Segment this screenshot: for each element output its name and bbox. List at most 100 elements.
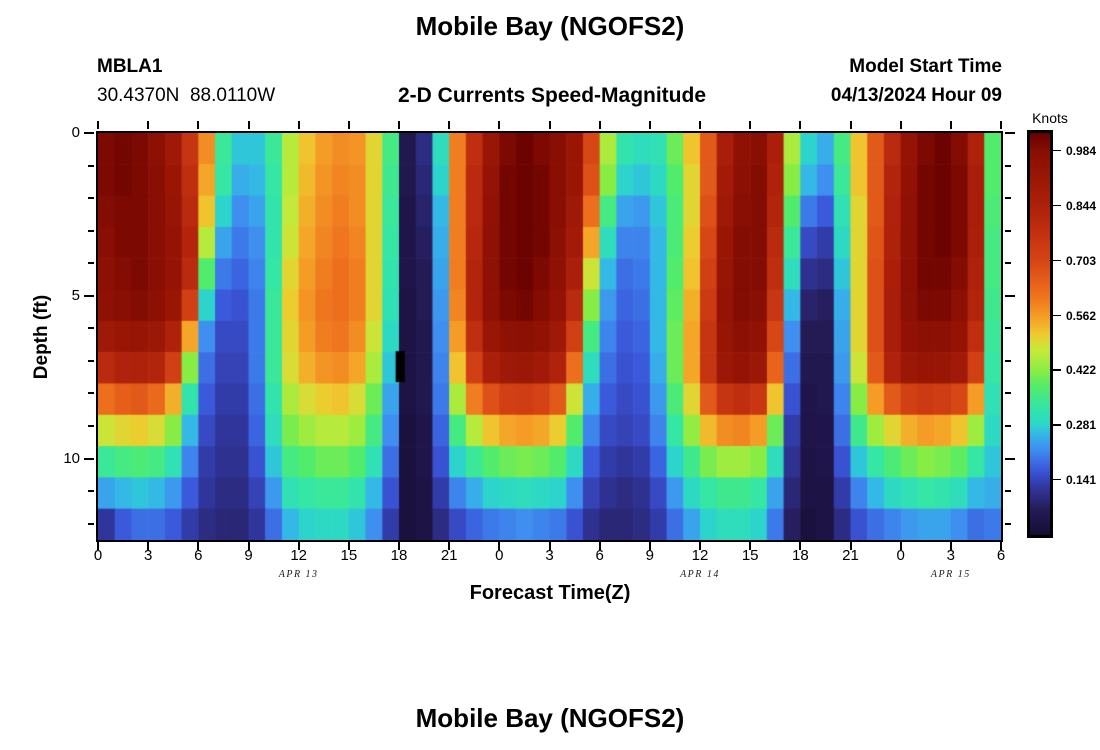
x-axis-tick	[1000, 542, 1002, 550]
y-axis-minor-tick	[88, 392, 94, 395]
x-tick-label: 9	[645, 547, 654, 564]
x-axis-tick-top	[247, 121, 250, 129]
colorbar-tick-stub	[1053, 149, 1061, 152]
y-axis-minor-tick	[88, 229, 94, 232]
x-tick-label: 6	[595, 547, 604, 564]
colorbar-tick-label: 0.984	[1066, 143, 1097, 158]
y-axis-major-tick	[84, 294, 94, 297]
model-start-time-label: Model Start Time	[849, 56, 1002, 77]
x-tick-label: 6	[996, 547, 1006, 564]
x-axis-title: Forecast Time(Z)	[469, 582, 631, 604]
x-axis-tick-top	[347, 121, 350, 129]
x-axis-tick-top	[398, 121, 400, 129]
x-axis-date-label: APR 13	[278, 569, 319, 580]
next-panel-title: Mobile Bay (NGOFS2)	[415, 703, 685, 733]
x-tick-label: 18	[390, 547, 408, 564]
x-axis-tick	[598, 542, 601, 550]
x-axis-tick-top	[799, 121, 802, 129]
x-axis-tick-top	[949, 121, 952, 129]
x-axis-tick-top	[97, 121, 99, 129]
x-tick-label: 12	[290, 547, 307, 564]
x-axis-tick-top	[699, 121, 701, 129]
x-axis-tick	[949, 542, 952, 550]
colorbar	[1027, 130, 1053, 538]
x-axis-tick	[297, 542, 300, 550]
x-axis-tick	[899, 542, 902, 550]
x-axis-tick-top	[1000, 121, 1002, 129]
y-axis-minor-tick	[88, 327, 94, 330]
colorbar-tick-label: 0.422	[1066, 363, 1097, 378]
x-axis-tick	[147, 542, 150, 550]
x-axis-tick	[347, 542, 350, 550]
y-axis-major-tick-right	[1005, 457, 1015, 460]
x-axis-tick	[849, 542, 852, 550]
model-start-time-value: 04/13/2024 Hour 09	[830, 85, 1002, 106]
x-tick-label: 21	[842, 547, 859, 564]
colorbar-tick-label: 0.562	[1066, 308, 1097, 323]
x-axis-tick-top	[448, 121, 451, 129]
station-coordinates: 30.4370N 88.0110W	[97, 85, 276, 106]
colorbar-tick-stub	[1053, 478, 1061, 481]
x-tick-label: 21	[440, 547, 458, 564]
y-axis-major-tick-right	[1005, 294, 1015, 297]
x-tick-label: 6	[194, 547, 203, 564]
x-axis-tick-top	[548, 121, 551, 129]
heatmap-canvas	[98, 133, 1001, 540]
heatmap-plot-area	[96, 131, 1003, 542]
x-axis-tick-top	[147, 121, 150, 129]
x-axis-date-label: APR 14	[680, 569, 720, 580]
y-axis-minor-tick-right	[1005, 262, 1011, 265]
y-axis-minor-tick-right	[1005, 425, 1011, 428]
y-axis-minor-tick	[88, 197, 94, 200]
x-tick-label: 3	[143, 547, 153, 564]
x-axis-tick	[498, 542, 501, 550]
x-axis-tick	[97, 542, 99, 550]
colorbar-tick-label: 0.703	[1066, 253, 1097, 268]
y-axis-minor-tick-right	[1005, 164, 1011, 167]
x-axis-tick-top	[498, 121, 501, 129]
x-tick-label: 3	[946, 547, 955, 564]
x-axis-date-label: APR 15	[930, 569, 971, 580]
x-tick-label: 0	[93, 547, 103, 564]
x-tick-label: 3	[545, 547, 554, 564]
y-axis-minor-tick	[88, 522, 94, 525]
colorbar-tick-label: 0.281	[1066, 418, 1097, 433]
y-axis-minor-tick	[88, 164, 94, 167]
colorbar-tick-stub	[1053, 369, 1061, 371]
y-tick-label: 0	[71, 124, 80, 141]
colorbar-tick-stub	[1053, 259, 1061, 262]
x-axis-tick-top	[598, 121, 601, 129]
x-axis-tick	[648, 542, 651, 550]
x-axis-tick	[699, 542, 701, 550]
x-axis-tick-top	[749, 121, 752, 129]
colorbar-tick-stub	[1053, 204, 1061, 207]
x-tick-label: 15	[741, 547, 759, 564]
x-axis-tick-top	[297, 121, 300, 129]
y-axis-major-tick-right	[1005, 132, 1015, 134]
y-axis-major-tick	[84, 132, 94, 134]
station-id: MBLA1	[97, 56, 163, 77]
page-title: Mobile Bay (NGOFS2)	[415, 11, 685, 41]
y-axis-minor-tick-right	[1005, 229, 1011, 232]
y-axis-minor-tick-right	[1005, 327, 1011, 330]
x-axis-tick-top	[849, 121, 852, 129]
x-tick-label: 15	[340, 547, 358, 564]
y-axis-minor-tick	[88, 490, 94, 493]
y-axis-minor-tick-right	[1005, 359, 1011, 362]
x-axis-tick	[548, 542, 551, 550]
x-tick-label: 9	[244, 547, 253, 564]
colorbar-tick-label: 0.844	[1066, 198, 1097, 213]
colorbar-tick-stub	[1053, 314, 1061, 317]
y-axis-minor-tick	[88, 359, 94, 362]
x-axis-tick	[398, 542, 400, 550]
y-axis-minor-tick-right	[1005, 490, 1011, 493]
x-axis-tick-top	[197, 121, 200, 129]
x-axis-tick-top	[899, 121, 902, 129]
y-axis-minor-tick-right	[1005, 392, 1011, 395]
y-axis-minor-tick-right	[1005, 197, 1011, 200]
colorbar-tick-label: 0.141	[1066, 472, 1097, 487]
colorbar-unit-label: Knots	[1032, 110, 1068, 126]
y-axis-major-tick	[84, 457, 94, 460]
x-tick-label: 0	[896, 547, 905, 564]
